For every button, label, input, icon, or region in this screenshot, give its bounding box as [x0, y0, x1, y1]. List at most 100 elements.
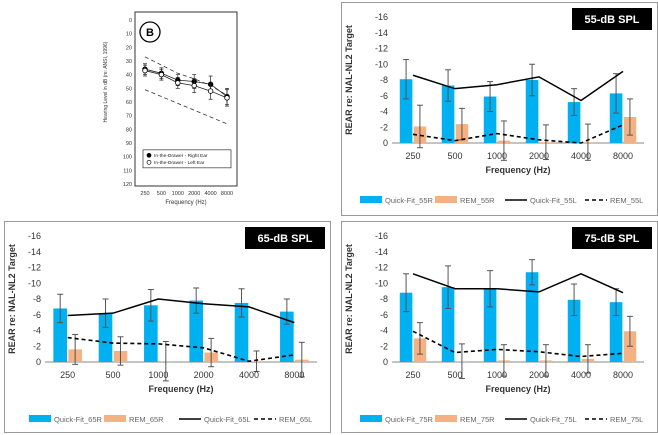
data-point: [224, 95, 230, 101]
y-axis-label: REAR re: NAL-NL2 Target: [7, 244, 17, 354]
y-tick-label: 10: [126, 32, 132, 38]
legend-swatch: [435, 415, 457, 422]
x-axis-label: Frequency (Hz): [485, 165, 550, 175]
dashed-bound: [144, 89, 228, 125]
y-axis-label: REAR re: NAL-NL2 Target: [344, 25, 354, 135]
x-tick-label: 8000: [613, 151, 633, 161]
legend-label: REM_65R: [129, 415, 164, 424]
x-tick-label: 1000: [172, 191, 184, 197]
chart-title: 65-dB SPL: [257, 233, 312, 245]
legend-swatch: [29, 415, 51, 422]
bar-Quick-Fit_75R: [399, 292, 413, 362]
bar-Quick-Fit_75R: [609, 302, 623, 362]
title-box: [572, 8, 652, 30]
x-tick-label: 250: [405, 370, 420, 380]
legend-swatch: [435, 196, 457, 203]
y-tick-label: 120: [123, 182, 132, 188]
y-tick-label: -4: [380, 107, 388, 117]
series-line: [144, 70, 228, 99]
legend-label: Quick-Fit_55L: [530, 196, 577, 205]
panel-label: B: [146, 27, 154, 39]
x-tick-label: 500: [105, 370, 120, 380]
y-tick-label: -12: [375, 44, 388, 54]
y-tick-label: -16: [375, 12, 388, 22]
rear-55db-svg: -16 -14 -12 -10 -8 -6 -4 -2 0 250 500 1000 2000 4000 8…: [344, 8, 652, 205]
x-tick-label: 250: [60, 370, 75, 380]
y-axis-label: Hearing Level in dB (re: ANSI, 1996): [103, 41, 109, 122]
y-tick-label: -16: [28, 231, 41, 241]
x-tick-label: 500: [447, 151, 462, 161]
bar-Quick-Fit_55R: [441, 85, 455, 143]
x-tick-label: 500: [447, 370, 462, 380]
bar-Quick-Fit_55R: [399, 79, 413, 143]
x-axis-label: Frequency (Hz): [485, 384, 550, 394]
legend-label: Quick-Fit_75R: [385, 415, 434, 424]
data-point: [191, 82, 197, 89]
bar-Quick-Fit_55R: [567, 102, 581, 143]
x-tick-label: 1000: [487, 151, 507, 161]
y-tick-label: -14: [28, 247, 41, 257]
legend-swatch: [360, 415, 382, 422]
legend-label: In-the-Drawer - Left Ear: [154, 160, 205, 166]
bar-Quick-Fit_55R: [609, 93, 623, 143]
legend-swatch: [360, 196, 382, 203]
rear-75db-chart: -16 -14 -12 -10 -8 -6 -4 -2 0 250 500 1000 2000 4000 8…: [341, 221, 658, 433]
bar-Quick-Fit_75R: [483, 288, 497, 362]
legend-label: In-the-Drawer - Right Ear: [154, 153, 208, 159]
y-tick-label: -12: [375, 263, 388, 273]
y-tick-label: -14: [375, 28, 388, 38]
y-tick-label: -2: [33, 341, 41, 351]
bar-Quick-Fit_75R: [441, 287, 455, 362]
legend-label: REM_55L: [610, 196, 643, 205]
line-Quick-Fit_55L: [412, 70, 624, 102]
legend-swatch: [104, 415, 126, 422]
data-point: [175, 80, 181, 86]
y-tick-label: -8: [33, 294, 41, 304]
legend-label: REM_75L: [610, 415, 643, 424]
chart-title: 55-dB SPL: [584, 14, 639, 26]
line-REM_55L: [412, 124, 624, 144]
y-tick-label: 60: [126, 100, 132, 106]
bar-Quick-Fit_65R: [189, 300, 203, 362]
y-tick-label: 110: [123, 168, 132, 174]
x-axis-label: Frequency (Hz): [165, 200, 206, 206]
legend-label: REM_75R: [460, 415, 495, 424]
x-tick-label: 2000: [188, 191, 200, 197]
y-tick-label: -2: [380, 122, 388, 132]
y-tick-label: -8: [380, 294, 388, 304]
x-tick-label: 4000: [239, 370, 259, 380]
x-tick-label: 8000: [284, 370, 304, 380]
x-tick-label: 4000: [204, 191, 216, 197]
series-line: [144, 68, 228, 97]
dashed-bound: [144, 56, 228, 96]
legend-label: Quick-Fit_75L: [530, 415, 577, 424]
x-tick-label: 2000: [529, 370, 549, 380]
x-tick-label: 4000: [571, 151, 591, 161]
x-tick-label: 250: [405, 151, 420, 161]
y-tick-label: 0: [383, 138, 388, 148]
y-tick-label: 90: [126, 141, 132, 147]
bar-Quick-Fit_75R: [567, 299, 581, 362]
bar-Quick-Fit_65R: [53, 308, 67, 362]
x-tick-label: 1000: [487, 370, 507, 380]
y-tick-label: -6: [380, 91, 388, 101]
rear-65db-chart: -16 -14 -12 -10 -8 -6 -4 -2 0 250 500 1000 2000 4000 8…: [4, 221, 331, 433]
rear-65db-svg: -16 -14 -12 -10 -8 -6 -4 -2 0 250 500 1000 2000 4000 8…: [7, 227, 325, 424]
y-tick-label: 70: [126, 114, 132, 120]
line-REM_65L: [67, 336, 295, 363]
x-tick-label: 8000: [613, 370, 633, 380]
data-point: [142, 67, 148, 74]
y-tick-label: 0: [383, 357, 388, 367]
panel-label-circle: [139, 21, 161, 43]
line-Quick-Fit_65L: [67, 298, 295, 324]
x-tick-label: 4000: [571, 370, 591, 380]
data-point: [207, 88, 214, 94]
y-tick-label: 30: [126, 59, 132, 65]
x-tick-label: 500: [157, 191, 166, 197]
y-tick-label: 100: [123, 155, 132, 161]
plot-frame: [134, 11, 238, 187]
y-tick-label: 0: [36, 357, 41, 367]
chart-title: 75-dB SPL: [584, 233, 639, 245]
y-tick-label: -14: [375, 247, 388, 257]
y-tick-label: 50: [126, 86, 132, 92]
